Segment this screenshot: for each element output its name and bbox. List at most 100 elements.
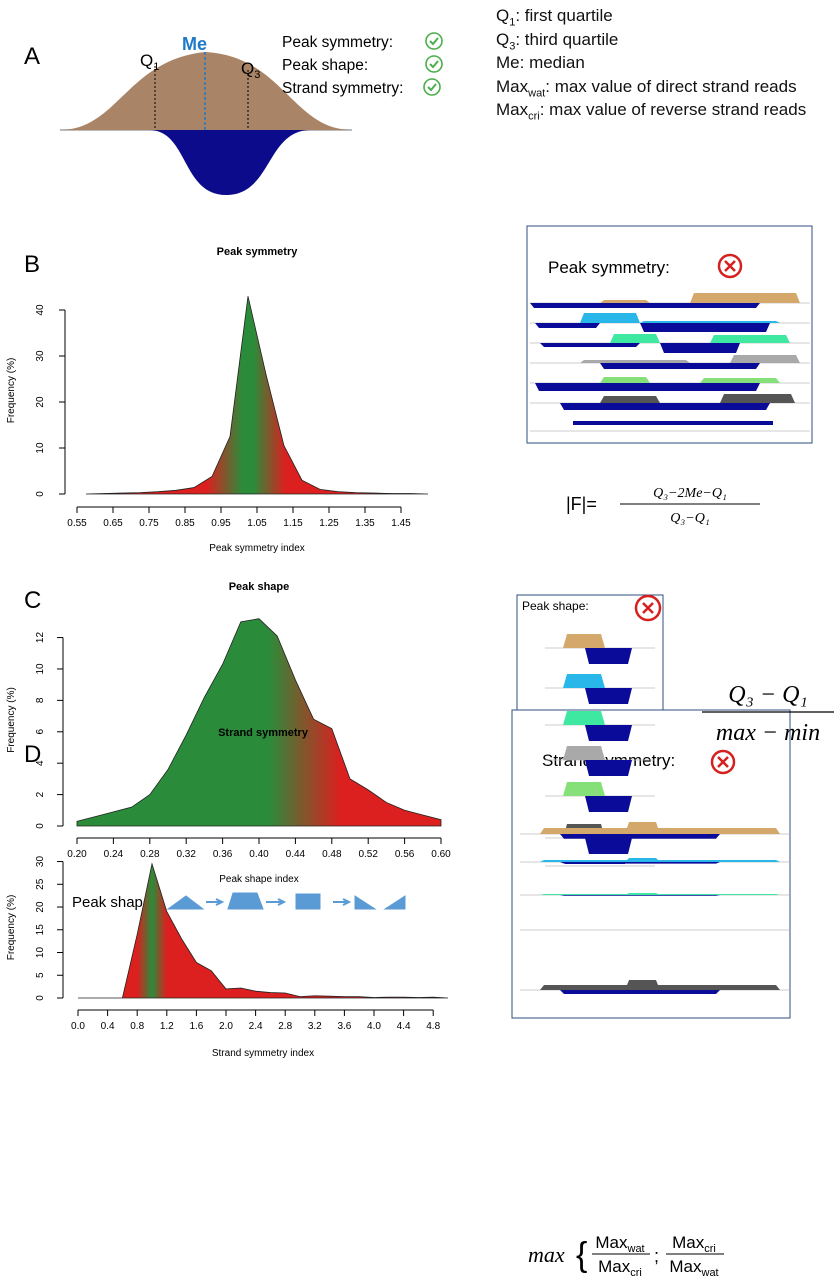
track-signal xyxy=(600,300,650,303)
y-tick-label: 10 xyxy=(35,663,46,675)
track-signal xyxy=(625,822,660,834)
sym: Max xyxy=(672,1233,705,1252)
track-signal xyxy=(560,862,720,864)
x-tick-label: 1.35 xyxy=(355,518,375,529)
q1-label: Q1 xyxy=(140,51,159,73)
track-signal xyxy=(625,858,660,862)
track-signal xyxy=(730,355,800,363)
formula-denominator: Maxwat xyxy=(669,1257,718,1279)
x-tick-label: 0.55 xyxy=(67,518,87,529)
check-icon xyxy=(425,55,443,73)
track-signal xyxy=(540,343,640,347)
track-signal xyxy=(625,893,660,895)
illustration-title: Peak symmetry: xyxy=(548,258,670,277)
fail-icons xyxy=(634,253,743,775)
x-tick-label: 0.20 xyxy=(67,849,87,860)
y-tick-label: 0 xyxy=(35,491,46,497)
area xyxy=(78,862,449,999)
area xyxy=(76,618,442,827)
x-tick-label: 0.8 xyxy=(130,1021,144,1032)
formula-numerator: Maxwat xyxy=(595,1233,644,1255)
y-tick-label: 0 xyxy=(35,995,46,1001)
check-label: Strand symmetry: xyxy=(282,80,403,97)
x-tick-label: 2.8 xyxy=(278,1021,292,1032)
x-tick-label: 1.15 xyxy=(283,518,303,529)
x-tick-label: 0.44 xyxy=(286,849,306,860)
sub: cri xyxy=(630,1267,642,1279)
x-tick-label: 1.45 xyxy=(391,518,411,529)
check-icon xyxy=(423,78,441,96)
triangle xyxy=(166,895,205,910)
panel-letter: D xyxy=(24,741,41,768)
y-axis-label: Frequency (%) xyxy=(6,895,17,961)
sym: Q xyxy=(496,6,510,25)
x-tick-label: 4.8 xyxy=(426,1021,440,1032)
arrow xyxy=(206,898,225,906)
x-tick-label: 0.52 xyxy=(358,849,378,860)
x-tick-label: 0.32 xyxy=(176,849,196,860)
track-signal xyxy=(580,313,640,323)
track-signal xyxy=(540,860,780,862)
track-signal xyxy=(585,648,632,664)
y-tick-label: 25 xyxy=(35,878,46,890)
x-tick-label: 3.2 xyxy=(308,1021,322,1032)
sym: Q xyxy=(496,29,510,49)
formula-lhs: |F|= xyxy=(566,494,597,514)
track-signal xyxy=(540,894,780,895)
y-tick-label: 20 xyxy=(35,901,46,913)
track-signal xyxy=(560,403,770,410)
x-tick-label: 1.05 xyxy=(247,518,267,529)
formula-lhs: max xyxy=(528,1242,565,1267)
formula-numerator: Q₃−2Me−Q₁ xyxy=(653,486,727,501)
track-signal xyxy=(585,760,632,776)
x-tick-label: 4.4 xyxy=(397,1021,411,1032)
desc: : third quartile xyxy=(515,29,619,49)
sym: Max xyxy=(496,100,529,119)
sym: Max xyxy=(496,76,529,96)
track-signal xyxy=(535,383,760,391)
check-icons xyxy=(423,32,443,96)
sym: Max xyxy=(669,1257,702,1276)
track-signal xyxy=(530,303,760,308)
track-signal xyxy=(625,980,660,990)
annotation-bar xyxy=(573,421,773,425)
q3-sub: 3 xyxy=(254,69,260,81)
track-signal xyxy=(585,796,632,812)
peak-shape-row-label: Peak shape: xyxy=(72,894,155,911)
track-signal xyxy=(600,363,760,369)
y-tick-label: 8 xyxy=(35,697,46,703)
desc: : max value of direct strand reads xyxy=(545,76,797,96)
shape-glyphs xyxy=(166,892,406,910)
sub: wat xyxy=(627,1243,645,1255)
x-axis-label: Strand symmetry index xyxy=(212,1048,314,1059)
track-signal xyxy=(563,782,605,796)
panel-letter: C xyxy=(24,587,41,614)
sub: 1 xyxy=(509,16,516,29)
x-tick-label: 1.6 xyxy=(189,1021,203,1032)
q1-sub: 1 xyxy=(153,61,159,73)
track-signal xyxy=(535,323,600,328)
y-tick-label: 30 xyxy=(35,856,46,868)
x-tick-label: 0.95 xyxy=(211,518,231,529)
x-tick-label: 1.25 xyxy=(319,518,339,529)
legend-item: Maxwat: max value of direct strand reads xyxy=(496,75,836,99)
x-axis-label: Peak symmetry index xyxy=(209,543,305,554)
q1-sym: Q xyxy=(140,51,153,70)
direct-strand-peak xyxy=(62,52,350,130)
chart-title: Strand symmetry xyxy=(218,727,309,739)
sub: 3 xyxy=(509,39,516,52)
trapezoid xyxy=(227,892,264,910)
track-signal xyxy=(610,334,660,343)
track-signal xyxy=(585,725,632,741)
sym: Max xyxy=(598,1257,631,1276)
formula-denominator: Q₃−Q₁ xyxy=(670,511,709,526)
illustration-title: Peak shape: xyxy=(522,599,589,613)
y-tick-label: 10 xyxy=(35,947,46,959)
y-axis-label: Frequency (%) xyxy=(6,687,17,753)
track-signal xyxy=(585,838,632,854)
y-tick-label: 40 xyxy=(35,304,46,316)
x-axis-label: Peak shape index xyxy=(219,874,299,885)
sym: Me xyxy=(496,53,520,72)
fail-cross xyxy=(642,260,736,768)
